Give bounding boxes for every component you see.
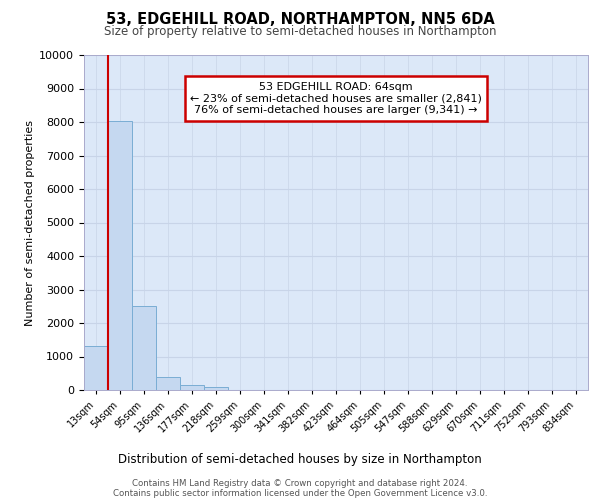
Bar [204,388,228,390]
Text: Contains public sector information licensed under the Open Government Licence v3: Contains public sector information licen… [113,489,487,498]
Bar [108,121,132,390]
Text: Contains HM Land Registry data © Crown copyright and database right 2024.: Contains HM Land Registry data © Crown c… [132,479,468,488]
Bar [132,306,156,390]
Text: 53, EDGEHILL ROAD, NORTHAMPTON, NN5 6DA: 53, EDGEHILL ROAD, NORTHAMPTON, NN5 6DA [106,12,494,28]
Text: 53 EDGEHILL ROAD: 64sqm
← 23% of semi-detached houses are smaller (2,841)
76% of: 53 EDGEHILL ROAD: 64sqm ← 23% of semi-de… [190,82,482,115]
Text: Size of property relative to semi-detached houses in Northampton: Size of property relative to semi-detach… [104,25,496,38]
Bar [180,385,204,390]
Text: Distribution of semi-detached houses by size in Northampton: Distribution of semi-detached houses by … [118,452,482,466]
Y-axis label: Number of semi-detached properties: Number of semi-detached properties [25,120,35,326]
Bar [84,346,108,390]
Bar [156,377,180,390]
